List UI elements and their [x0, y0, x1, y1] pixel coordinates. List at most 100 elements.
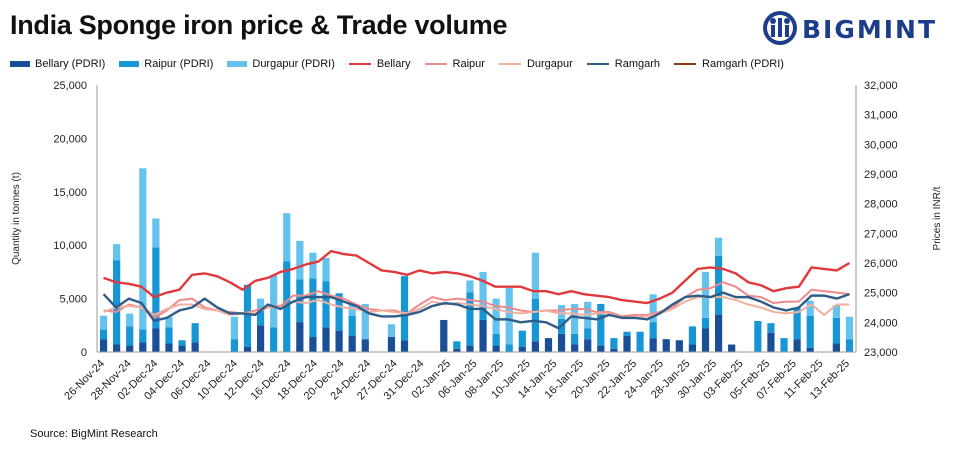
legend-swatch: [10, 61, 30, 67]
legend-label: Ramgarh: [614, 58, 661, 70]
legend-label: Bellary: [376, 58, 411, 70]
series-line: [103, 291, 850, 327]
legend-swatch: [227, 61, 248, 67]
y-right-tick-label: 31,000: [864, 110, 898, 122]
bar-segment: [557, 333, 566, 352]
bar-segment: [466, 345, 474, 352]
legend-swatch: [348, 63, 371, 65]
bar-segment: [780, 338, 788, 352]
bar-segment: [113, 260, 121, 345]
bar-segment: [492, 345, 500, 352]
bar-segment: [256, 309, 265, 326]
bar-segment: [479, 305, 487, 320]
bar-segment: [492, 333, 500, 346]
bar-segment: [584, 328, 592, 340]
bar-segment: [99, 329, 108, 340]
bar-segment: [584, 339, 592, 352]
bar-segment: [191, 323, 199, 343]
bar-segment: [165, 327, 173, 344]
bar-segment: [387, 337, 396, 352]
bar-segment: [309, 278, 317, 338]
bar-segment: [113, 244, 121, 261]
bar-segment: [126, 326, 134, 346]
bar-segment: [754, 321, 762, 352]
bar-segment: [400, 340, 409, 352]
bar-segment: [139, 168, 147, 330]
bar-segment: [649, 338, 657, 352]
bar-segment: [505, 344, 513, 352]
bar-segment: [99, 315, 108, 330]
bigmint-logo: BIGMINT: [762, 10, 942, 50]
bar-segment: [518, 330, 526, 347]
bar-segment: [806, 315, 814, 348]
bar-segment: [767, 332, 775, 352]
bar-segment: [400, 276, 409, 341]
legend-item: Bellary (PDRI): [10, 58, 105, 70]
legend-swatch: [498, 63, 521, 65]
bar-segment: [309, 252, 317, 279]
y-left-tick-label: 25,000: [53, 80, 87, 92]
bar-segment: [466, 280, 474, 293]
bar-segment: [230, 316, 239, 340]
legend-swatch: [586, 63, 609, 65]
bar-segment: [662, 339, 670, 352]
y-right-axis-title: Prices in INR/t: [932, 186, 943, 250]
bar-segment: [126, 313, 134, 327]
bar-segment: [178, 340, 186, 346]
y-right-tick-label: 30,000: [864, 139, 898, 151]
bar-segment: [113, 344, 121, 352]
bar-segment: [832, 343, 840, 352]
bar-segment: [544, 338, 553, 352]
logo-wordmark: BIGMINT: [802, 15, 938, 44]
bar-segment: [361, 339, 369, 352]
bar-segment: [571, 333, 579, 345]
bar-segment: [623, 331, 631, 336]
bar-segment: [165, 316, 173, 328]
bar-segment: [139, 342, 147, 352]
bar-segment: [610, 348, 618, 352]
bar-segment: [701, 317, 710, 329]
bar-segment: [845, 339, 854, 352]
bar-segment: [99, 339, 108, 352]
y-right-tick-label: 29,000: [864, 169, 898, 181]
bar-segment: [832, 305, 840, 318]
bar-segment: [348, 335, 356, 352]
bar-segment: [256, 298, 265, 310]
bar-segment: [728, 344, 736, 352]
bar-segment: [832, 317, 840, 344]
bar-segment: [688, 326, 697, 345]
legend-item: Bellary: [348, 58, 411, 70]
y-left-tick-label: 0: [81, 347, 87, 359]
bar-segment: [387, 324, 396, 338]
legend-item: Durgapur: [498, 58, 573, 70]
bar-segment: [178, 345, 186, 352]
bar-segment: [243, 284, 252, 347]
y-right-tick-label: 27,000: [864, 228, 898, 240]
bar-segment: [453, 348, 461, 352]
bar-segment: [152, 218, 160, 248]
bar-segment: [453, 341, 461, 349]
bar-segment: [610, 338, 618, 349]
y-right-tick-label: 25,000: [864, 288, 898, 300]
bar-segment: [191, 342, 199, 352]
series-line: [103, 249, 851, 305]
legend-label: Durgapur: [526, 58, 573, 70]
legend-item: Raipur: [424, 58, 485, 70]
bar-segment: [152, 328, 160, 352]
bar-segment: [230, 339, 239, 352]
bar-segment: [309, 337, 317, 352]
series-line: [103, 296, 850, 319]
bar-segment: [571, 344, 579, 352]
bar-segment: [322, 327, 330, 352]
bar-segment: [806, 347, 814, 352]
bar-segment: [479, 319, 487, 352]
bar-segment: [715, 314, 723, 352]
legend-label: Bellary (PDRI): [35, 58, 106, 70]
bar-segment: [270, 275, 278, 328]
chart-title: India Sponge iron price & Trade volume: [10, 10, 508, 40]
bar-segment: [531, 341, 539, 352]
y-left-tick-label: 15,000: [53, 187, 87, 199]
bar-segment: [322, 281, 330, 328]
bar-segment: [466, 292, 474, 346]
